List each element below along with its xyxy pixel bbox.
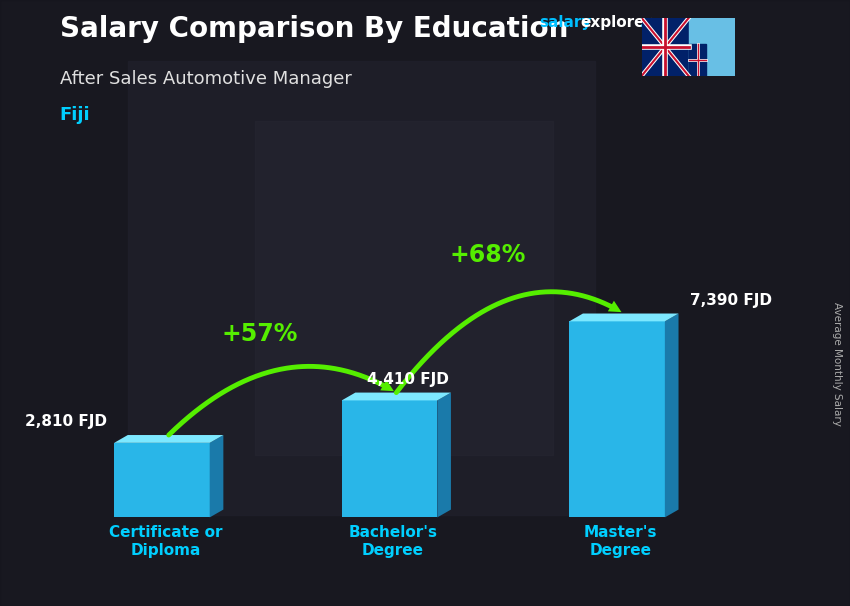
- Text: After Sales Automotive Manager: After Sales Automotive Manager: [60, 70, 351, 88]
- Text: salary: salary: [540, 15, 592, 30]
- Text: +68%: +68%: [449, 242, 525, 267]
- Bar: [642, 18, 688, 76]
- Polygon shape: [342, 401, 437, 518]
- Bar: [689, 44, 706, 76]
- Text: Certificate or
Diploma: Certificate or Diploma: [109, 525, 222, 558]
- Bar: [128, 61, 595, 515]
- Text: 7,390 FJD: 7,390 FJD: [690, 293, 772, 308]
- Bar: [255, 121, 552, 454]
- Polygon shape: [210, 435, 224, 518]
- Polygon shape: [570, 321, 665, 518]
- Text: 4,410 FJD: 4,410 FJD: [366, 371, 449, 387]
- Text: Bachelor's
Degree: Bachelor's Degree: [348, 525, 438, 558]
- Text: Fiji: Fiji: [60, 106, 90, 124]
- Text: Average Monthly Salary: Average Monthly Salary: [832, 302, 842, 425]
- Text: Master's
Degree: Master's Degree: [584, 525, 657, 558]
- Polygon shape: [114, 443, 210, 518]
- Text: +57%: +57%: [222, 322, 298, 346]
- Polygon shape: [570, 313, 678, 321]
- Text: 2,810 FJD: 2,810 FJD: [26, 414, 107, 429]
- Polygon shape: [437, 393, 451, 518]
- Text: .com: .com: [639, 15, 680, 30]
- Text: explorer: explorer: [581, 15, 653, 30]
- Polygon shape: [342, 393, 451, 401]
- Polygon shape: [665, 313, 678, 518]
- Bar: [689, 18, 735, 76]
- Polygon shape: [114, 435, 224, 443]
- Text: Salary Comparison By Education: Salary Comparison By Education: [60, 15, 568, 43]
